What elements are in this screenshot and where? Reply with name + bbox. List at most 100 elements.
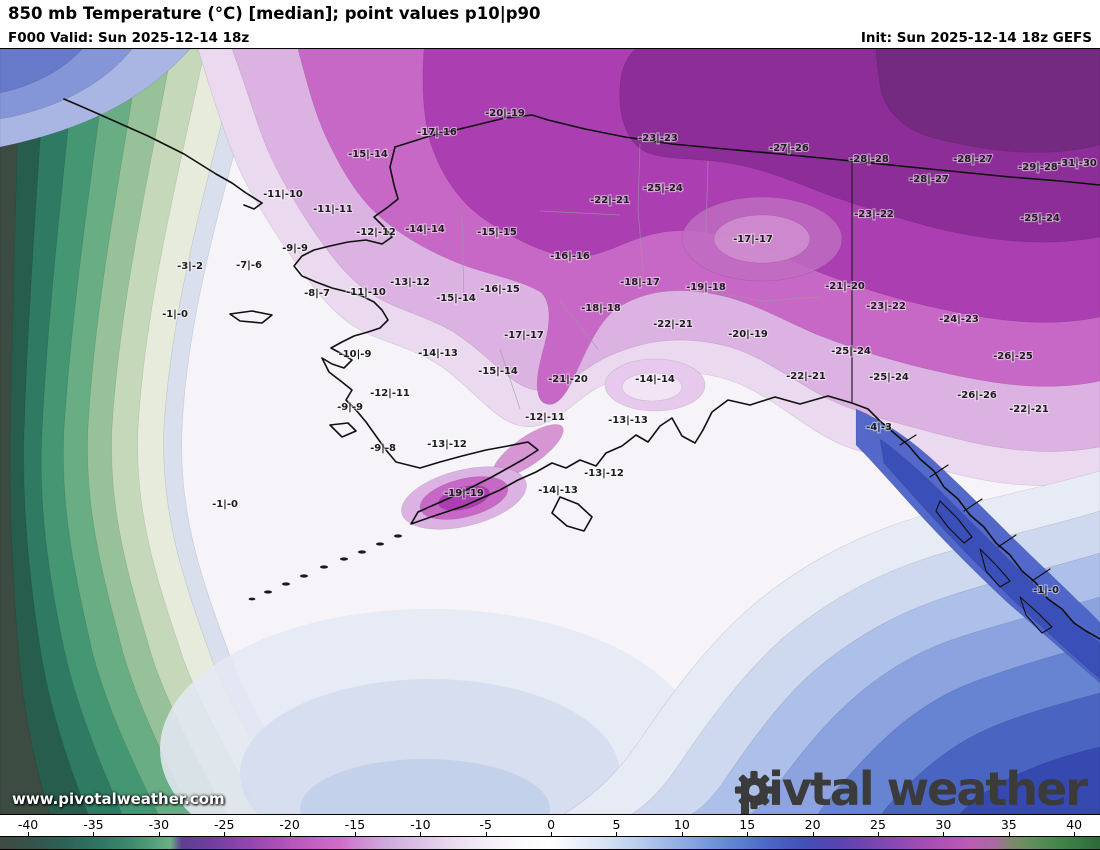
point-value: -26|-26 <box>957 390 997 401</box>
chukotka-coastline <box>63 98 263 204</box>
map-area: -20|-19 -17|-16 -23|-23 -15|-14 -27|-26 -28|-… <box>0 48 1100 815</box>
point-value: -28|-28 <box>849 154 889 165</box>
point-value: -24|-23 <box>939 314 979 325</box>
point-value: -1|-0 <box>212 499 238 510</box>
alaska-coastline <box>293 146 853 525</box>
colorbar-tick-label: 20 <box>804 817 821 832</box>
point-value: -11|-11 <box>313 204 353 215</box>
colorbar-tick-mark <box>943 832 945 836</box>
point-value: -23|-22 <box>854 209 894 220</box>
point-value: -15|-15 <box>477 227 517 238</box>
colorbar-tick-mark <box>1008 832 1010 836</box>
gear-icon <box>735 770 774 810</box>
colorbar-tick-mark <box>28 832 30 836</box>
colorbar-tick-label: -10 <box>410 817 431 832</box>
point-value: -22|-21 <box>1009 404 1049 415</box>
point-value: -14|-14 <box>635 374 675 385</box>
colorbar-tick-label: 35 <box>1000 817 1017 832</box>
point-value: -8|-7 <box>304 288 330 299</box>
point-value: -13|-12 <box>427 439 467 450</box>
nunivak-island <box>329 422 357 438</box>
point-value: -25|-24 <box>643 183 683 194</box>
colorbar-tick-label: 0 <box>547 817 556 832</box>
point-value: -13|-13 <box>608 415 648 426</box>
interior-boundaries <box>461 143 821 410</box>
colorbar-tick-mark <box>551 832 553 836</box>
point-value: -4|-3 <box>866 422 892 433</box>
cold-green-bands <box>0 49 326 814</box>
watermark-url: www.pivotalweather.com <box>12 790 225 808</box>
point-value: -22|-21 <box>786 371 826 382</box>
header-meta-row: F000 Valid: Sun 2025-12-14 18z Init: Sun… <box>0 27 1100 48</box>
logo-text-post: tal weather <box>809 762 1088 815</box>
point-value: -18|-17 <box>620 277 660 288</box>
colorbar-tick-mark <box>158 832 160 836</box>
point-value: -23|-23 <box>638 133 678 144</box>
colorbar-tick-label: 30 <box>935 817 952 832</box>
point-value-labels: -20|-19 -17|-16 -23|-23 -15|-14 -27|-26 -28|-… <box>161 107 1098 597</box>
point-value: -11|-10 <box>263 189 303 200</box>
point-value: -1|-0 <box>1033 585 1059 596</box>
topleft-blue-arcs <box>0 49 191 148</box>
temperature-map-svg: -20|-19 -17|-16 -23|-23 -15|-14 -27|-26 -28|-… <box>0 49 1100 814</box>
point-value: -20|-19 <box>728 329 768 340</box>
panhandle-coastline <box>851 402 1100 640</box>
arctic-coastline <box>394 114 1100 186</box>
colorbar-tick-label: 15 <box>739 817 756 832</box>
point-value: -21|-20 <box>825 281 865 292</box>
colorbar-tick-mark <box>289 832 291 836</box>
colorbar-tick-label: -20 <box>279 817 300 832</box>
colorbar-tick-label: 40 <box>1066 817 1083 832</box>
colorbar-tick-label: -40 <box>17 817 39 832</box>
colorbar-tick-label: 25 <box>870 817 886 832</box>
colorbar-gradient <box>0 836 1100 850</box>
point-value: -13|-12 <box>584 468 624 479</box>
colorbar-tick-label: -30 <box>148 817 170 832</box>
colorbar-tick-label: -5 <box>479 817 492 832</box>
colorbar: -40 -35 -30 -25 -20 -15 -10 -5 0 5 10 15 20 25 30 35 40 <box>0 815 1100 850</box>
point-value: -25|-24 <box>869 372 909 383</box>
point-value: -19|-18 <box>686 282 726 293</box>
point-value: -9|-9 <box>337 402 363 413</box>
point-value: -1|-0 <box>162 309 188 320</box>
header-title-row: 850 mb Temperature (°C) [median]; point … <box>0 0 1100 27</box>
point-value: -17|-17 <box>504 330 544 341</box>
colorbar-ticks: -40 -35 -30 -25 -20 -15 -10 -5 0 5 10 15 20 25 30 35 40 <box>0 815 1100 836</box>
point-value: -3|-2 <box>177 261 203 272</box>
purple-bands <box>197 49 1100 530</box>
point-value: -31|-30 <box>1057 158 1097 169</box>
point-value: -16|-16 <box>550 251 590 262</box>
point-value: -29|-28 <box>1018 162 1058 173</box>
aleutian-islands <box>248 534 402 601</box>
point-value: -23|-22 <box>866 301 906 312</box>
point-value: -11|-10 <box>346 287 386 298</box>
colorbar-tick-mark <box>224 832 226 836</box>
colorbar-tick-mark <box>681 832 683 836</box>
colorbar-tick-mark <box>616 832 618 836</box>
point-value: -16|-15 <box>480 284 520 295</box>
point-value: -14|-14 <box>405 224 445 235</box>
colorbar-tick-mark <box>812 832 814 836</box>
point-value: -7|-6 <box>236 260 262 271</box>
colorbar-tick-label: -15 <box>344 817 366 832</box>
point-value: -27|-26 <box>769 143 809 154</box>
coastlines <box>63 98 1100 640</box>
init-time-label: Init: Sun 2025-12-14 18z GEFS <box>860 29 1092 46</box>
valid-time-label: F000 Valid: Sun 2025-12-14 18z <box>8 29 250 46</box>
point-value: -22|-21 <box>590 195 630 206</box>
point-value: -17|-17 <box>733 234 773 245</box>
point-value: -14|-13 <box>538 485 578 496</box>
point-value: -18|-18 <box>581 303 621 314</box>
point-value: -25|-24 <box>831 346 871 357</box>
point-value: -12|-11 <box>370 388 410 399</box>
point-value: -20|-19 <box>485 108 525 119</box>
point-value: -14|-13 <box>418 348 458 359</box>
colorbar-tick-label: -25 <box>213 817 235 832</box>
colorbar-tick-mark <box>420 832 422 836</box>
colorbar-tick-label: -35 <box>83 817 104 832</box>
colorbar-tick-mark <box>93 832 95 836</box>
kodiak-island <box>551 496 593 532</box>
point-value: -12|-12 <box>356 227 396 238</box>
panhandle-islands <box>899 434 1053 634</box>
